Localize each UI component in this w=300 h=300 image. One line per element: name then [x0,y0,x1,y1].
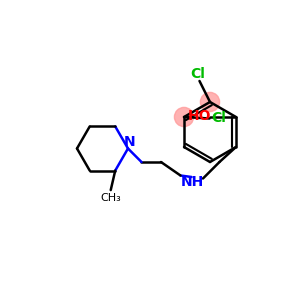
Text: NH: NH [181,175,204,188]
Text: Cl: Cl [212,112,226,125]
Text: Cl: Cl [190,68,206,81]
Circle shape [200,92,220,112]
Circle shape [174,107,194,127]
Text: N: N [124,135,135,149]
Text: HO: HO [187,109,211,122]
Text: CH₃: CH₃ [100,193,121,202]
